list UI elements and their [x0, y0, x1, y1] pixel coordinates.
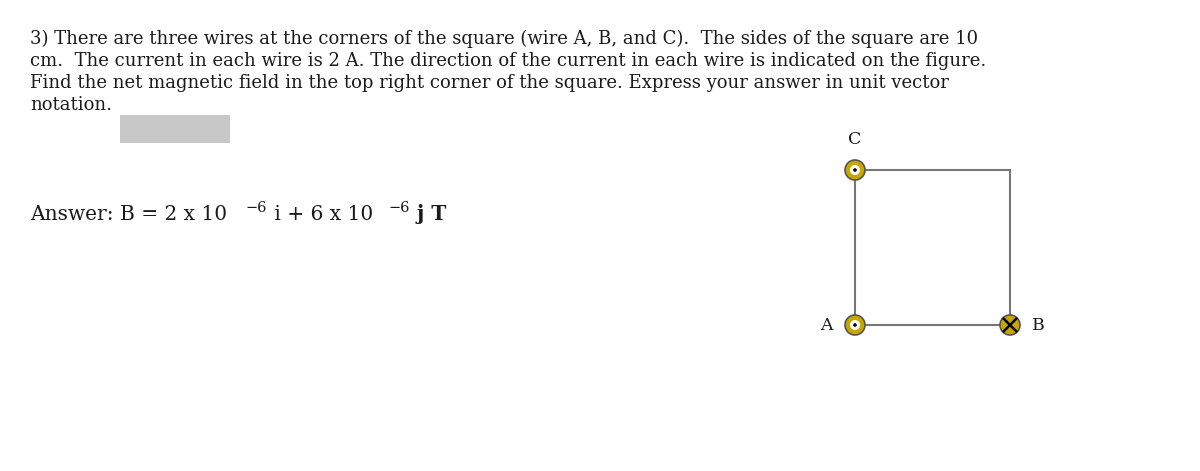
Circle shape: [845, 160, 865, 180]
Text: −6: −6: [245, 201, 266, 215]
Circle shape: [853, 168, 857, 172]
Circle shape: [853, 323, 857, 327]
Text: A: A: [821, 317, 833, 333]
Text: notation.: notation.: [30, 96, 112, 114]
Text: C: C: [848, 131, 862, 148]
Bar: [120, 115, 230, 143]
Text: j T: j T: [410, 204, 446, 224]
Text: Find the net magnetic field in the top right corner of the square. Express your : Find the net magnetic field in the top r…: [30, 74, 949, 92]
Circle shape: [1000, 315, 1020, 335]
Circle shape: [850, 320, 860, 330]
Bar: [854, 170, 1010, 325]
Text: B: B: [1032, 317, 1045, 333]
Circle shape: [850, 165, 860, 175]
Circle shape: [845, 315, 865, 335]
Text: i + 6 x 10: i + 6 x 10: [268, 205, 373, 224]
Text: Answer: B = 2 x 10: Answer: B = 2 x 10: [30, 205, 227, 224]
Text: −6: −6: [388, 201, 409, 215]
Text: cm.  The current in each wire is 2 A. The direction of the current in each wire : cm. The current in each wire is 2 A. The…: [30, 52, 986, 70]
Text: 3) There are three wires at the corners of the square (wire A, B, and C).  The s: 3) There are three wires at the corners …: [30, 30, 978, 48]
